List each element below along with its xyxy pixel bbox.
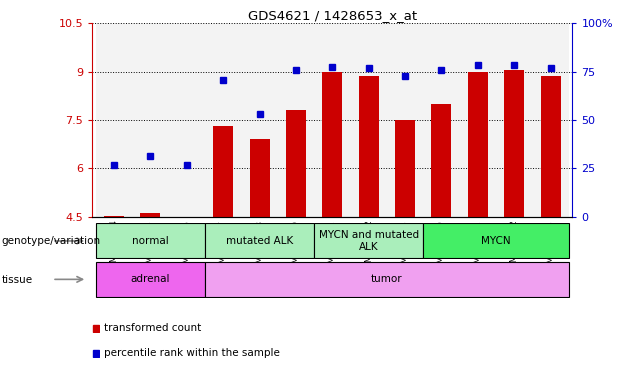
Bar (93, 324, 99, 332)
Bar (96, 223, 205, 258)
Bar (468, 71, 488, 217)
Bar (387, 23, 423, 217)
Text: MYCN and mutated
ALK: MYCN and mutated ALK (319, 230, 418, 252)
Bar (322, 71, 342, 217)
Bar (460, 23, 496, 217)
Bar (314, 223, 423, 258)
Bar (350, 23, 387, 217)
Text: genotype/variation: genotype/variation (1, 236, 100, 246)
Bar (249, 139, 270, 217)
Bar (431, 104, 452, 217)
Bar (496, 23, 532, 217)
Bar (213, 126, 233, 217)
Text: tumor: tumor (371, 274, 403, 285)
Bar (141, 213, 160, 217)
Bar (96, 262, 205, 297)
Bar (314, 23, 350, 217)
Bar (205, 262, 569, 297)
Text: mutated ALK: mutated ALK (226, 236, 293, 246)
Bar (205, 223, 314, 258)
Bar (504, 70, 524, 217)
Bar (169, 23, 205, 217)
Text: normal: normal (132, 236, 169, 246)
Text: transformed count: transformed count (104, 323, 201, 333)
Bar (104, 216, 124, 217)
Bar (359, 76, 378, 217)
Bar (286, 110, 306, 217)
Bar (532, 23, 569, 217)
Bar (96, 23, 132, 217)
Bar (278, 23, 314, 217)
Text: tissue: tissue (1, 275, 32, 285)
Text: percentile rank within the sample: percentile rank within the sample (104, 348, 280, 358)
Bar (423, 23, 460, 217)
Bar (93, 349, 99, 357)
Bar (205, 23, 242, 217)
Title: GDS4621 / 1428653_x_at: GDS4621 / 1428653_x_at (248, 9, 417, 22)
Text: MYCN: MYCN (481, 236, 511, 246)
Bar (541, 76, 560, 217)
Bar (423, 223, 569, 258)
Text: adrenal: adrenal (130, 274, 170, 285)
Bar (395, 120, 415, 217)
Bar (242, 23, 278, 217)
Bar (132, 23, 169, 217)
